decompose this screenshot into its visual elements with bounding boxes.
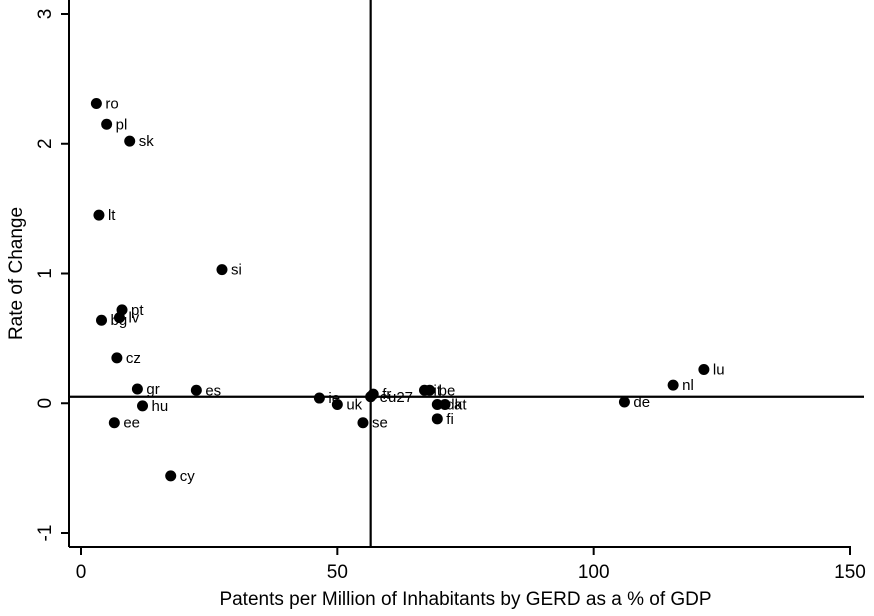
data-label-lt: lt — [108, 207, 116, 224]
data-label-es: es — [205, 382, 221, 399]
y-tick-label: 2 — [35, 138, 56, 149]
data-label-pl: pl — [116, 116, 128, 133]
x-axis-ticks: 0 50 100 150 — [76, 547, 866, 583]
data-label-cz: cz — [126, 350, 141, 367]
data-point-hu — [137, 400, 149, 412]
data-point-ie — [313, 392, 325, 404]
y-axis-ticks: -1 0 1 2 3 — [35, 9, 69, 542]
data-point-es — [190, 384, 202, 396]
data-label-uk: uk — [346, 397, 362, 414]
data-point-bg — [96, 314, 108, 326]
data-point-se — [357, 417, 369, 429]
y-axis-title: Rate of Change — [6, 207, 27, 340]
y-tick-label: -1 — [35, 525, 56, 542]
data-point-si — [216, 264, 228, 276]
data-label-hu: hu — [152, 398, 169, 415]
data-point-lu — [698, 364, 710, 376]
x-tick-label: 50 — [327, 562, 348, 583]
data-label-be: be — [439, 382, 456, 399]
data-label-de: de — [633, 394, 650, 411]
x-axis-title: Patents per Million of Inhabitants by GE… — [219, 589, 711, 610]
data-point-at — [439, 399, 451, 411]
data-label-fr: fr — [382, 386, 391, 403]
data-point-ee — [108, 417, 120, 429]
data-point-ro — [90, 98, 102, 110]
data-point-nl — [667, 379, 679, 391]
y-tick-label: 1 — [35, 268, 56, 279]
data-point-dk — [431, 399, 443, 411]
y-tick-label: 0 — [35, 398, 56, 409]
data-point-lt — [93, 209, 105, 221]
data-label-cy: cy — [180, 468, 196, 485]
x-tick-label: 0 — [76, 562, 87, 583]
data-label-pt: pt — [131, 302, 144, 319]
data-label-dk: dk — [446, 397, 462, 414]
data-label-eu27: eu27 — [380, 389, 413, 406]
data-point-cz — [111, 352, 123, 364]
data-point-be — [424, 384, 436, 396]
data-point-lv — [113, 312, 125, 324]
data-point-de — [618, 396, 630, 408]
data-label-ee: ee — [123, 415, 140, 432]
data-point-sk — [124, 135, 136, 147]
y-tick-label: 3 — [35, 9, 56, 20]
data-label-lv: lv — [128, 310, 139, 327]
data-point-uk — [331, 399, 343, 411]
data-label-it: it — [433, 382, 441, 399]
data-label-si: si — [231, 262, 242, 279]
data-point-fr — [367, 388, 379, 400]
x-tick-label: 150 — [834, 562, 866, 583]
data-label-ie: ie — [328, 390, 340, 407]
data-point-fi — [431, 413, 443, 425]
data-label-nl: nl — [682, 377, 694, 394]
data-point-cy — [165, 470, 177, 482]
data-label-lu: lu — [713, 362, 725, 379]
data-label-ro: ro — [105, 96, 118, 113]
data-label-fi: fi — [446, 411, 454, 428]
data-point-gr — [131, 383, 143, 395]
x-tick-label: 100 — [578, 562, 610, 583]
data-label-sk: sk — [139, 133, 155, 150]
plot-area: roplskltsiptbglvczgreshueecyieukeu27frse… — [69, 0, 864, 547]
data-label-at: at — [454, 397, 467, 414]
data-point-pl — [101, 118, 113, 130]
data-label-se: se — [372, 415, 388, 432]
data-label-gr: gr — [146, 381, 159, 398]
